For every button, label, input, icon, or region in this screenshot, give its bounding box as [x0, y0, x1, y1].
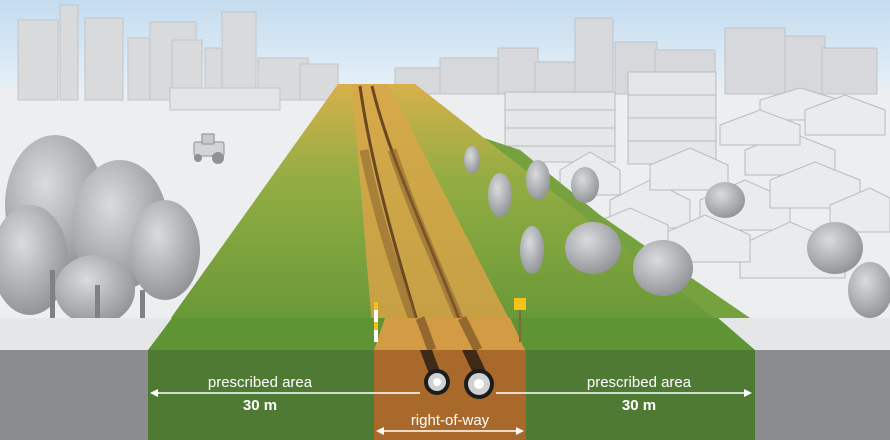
city-skyline-left — [17, 4, 339, 111]
marker-post-icon — [374, 298, 526, 342]
right-of-way-label: right-of-way — [410, 412, 490, 429]
pipe-icon — [420, 350, 450, 395]
pipe-icon — [462, 350, 494, 399]
prescribed-area-right-zone — [526, 350, 755, 440]
prescribed-area-left-label: prescribed area — [207, 374, 313, 391]
prescribed-area-right-label: prescribed area — [586, 374, 692, 391]
apartment-blocks — [504, 71, 717, 165]
tree-icon — [464, 146, 890, 318]
tree-icon — [0, 135, 200, 330]
prescribed-area-right-width: 30 m — [621, 397, 657, 414]
prescribed-area-left-zone — [148, 350, 374, 440]
dimension-arrows — [150, 389, 752, 435]
right-of-way-zone — [374, 350, 526, 440]
prescribed-area-left-width: 30 m — [242, 397, 278, 414]
tractor-icon — [193, 133, 225, 164]
